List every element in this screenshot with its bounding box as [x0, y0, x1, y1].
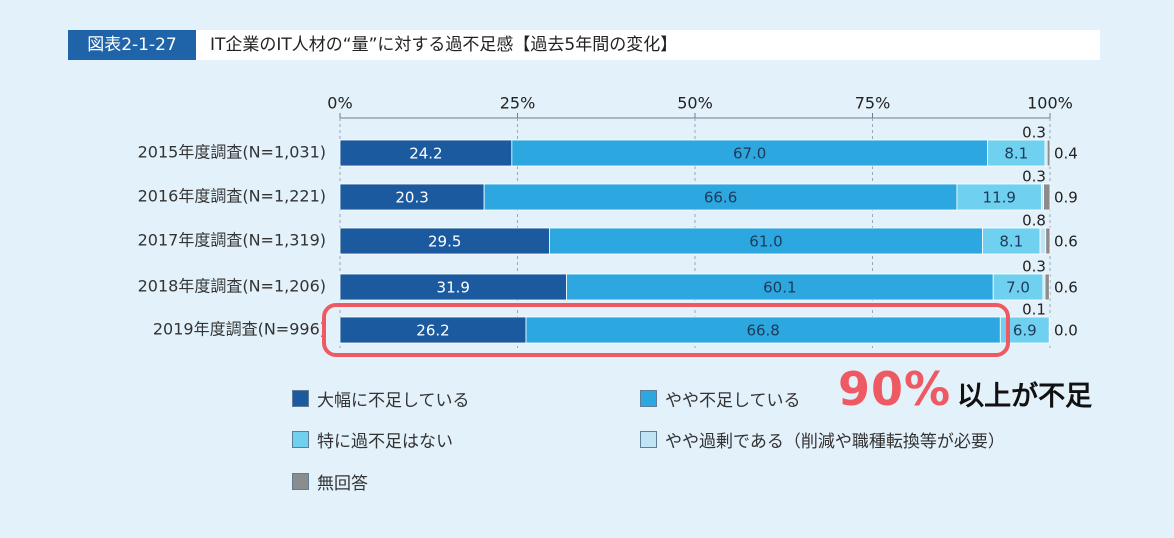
legend-swatch — [292, 430, 309, 448]
callout-annotation: 90% 以上が不足 — [838, 362, 1092, 422]
figure-number: 図表2-1-27 — [68, 30, 196, 60]
bar-segment — [339, 139, 513, 167]
bar-segment — [1046, 139, 1051, 167]
legend-label: 特に過不足はない — [317, 431, 453, 452]
bar-segment — [339, 273, 567, 301]
legend-swatch — [640, 430, 657, 448]
x-tick-label: 50% — [677, 94, 713, 113]
data-label: 20.3 — [395, 189, 428, 207]
bar-segment — [483, 183, 958, 211]
data-label: 0.9 — [1054, 189, 1078, 207]
legend-label: やや過剰である（削減や職種転換等が必要） — [665, 431, 1005, 452]
category-label: 2017年度調査(N=1,319) — [138, 231, 326, 250]
data-label: 31.9 — [437, 279, 470, 297]
data-label: 61.0 — [749, 233, 782, 251]
data-label: 0.4 — [1054, 145, 1078, 163]
data-label: 8.1 — [1004, 145, 1028, 163]
category-label: 2019年度調査(N=996) — [153, 320, 326, 339]
x-tick-label: 100% — [1027, 94, 1073, 113]
bar-segment — [1039, 227, 1047, 255]
legend-item-surplus: やや過剰である（削減や職種転換等が必要） — [640, 428, 1005, 452]
data-label: 24.2 — [409, 145, 442, 163]
bar-segment — [511, 139, 988, 167]
data-label: 0.6 — [1054, 233, 1078, 251]
category-label: 2018年度調査(N=1,206) — [138, 277, 326, 296]
x-tick-label: 0% — [327, 94, 352, 113]
data-label: 8.1 — [999, 233, 1023, 251]
bar-segment — [339, 316, 527, 344]
bar-segment — [1043, 183, 1051, 211]
bar-segment — [956, 183, 1042, 211]
figure-title: IT企業のIT人材の“量”に対する過不足感【過去5年間の変化】 — [210, 35, 678, 55]
category-label: 2016年度調査(N=1,221) — [138, 187, 326, 206]
bar-segment — [1048, 316, 1051, 344]
data-label: 0.1 — [1022, 301, 1046, 319]
data-label: 6.9 — [1013, 322, 1037, 340]
data-label: 0.3 — [1022, 258, 1046, 276]
bar-segment — [339, 227, 550, 255]
data-label: 0.3 — [1022, 168, 1046, 186]
legend-item-some-shortage: やや不足している — [640, 387, 801, 411]
data-label: 0.3 — [1022, 124, 1046, 142]
data-label: 7.0 — [1006, 279, 1030, 297]
legend-swatch — [292, 389, 309, 407]
data-label: 29.5 — [428, 233, 461, 251]
bar-segment — [1045, 227, 1051, 255]
legend-swatch — [292, 472, 309, 490]
x-tick-label: 75% — [855, 94, 891, 113]
legend-label: やや不足している — [665, 390, 801, 411]
bar-segment — [992, 273, 1044, 301]
legend-item-severe-shortage: 大幅に不足している — [292, 387, 470, 411]
data-label: 11.9 — [983, 189, 1016, 207]
legend-item-no-issue: 特に過不足はない — [292, 428, 453, 452]
data-label: 26.2 — [416, 322, 449, 340]
bar-segment — [987, 139, 1046, 167]
data-label: 0.6 — [1054, 279, 1078, 297]
legend-item-no-answer: 無回答 — [292, 470, 368, 494]
figure-title-bar: 図表2-1-27 IT企業のIT人材の“量”に対する過不足感【過去5年間の変化】 — [68, 30, 1100, 60]
legend-label: 無回答 — [317, 473, 368, 494]
bar-segment — [549, 227, 983, 255]
data-label: 66.6 — [704, 189, 737, 207]
legend-swatch — [640, 389, 657, 407]
data-label: 67.0 — [733, 145, 766, 163]
data-label: 60.1 — [763, 279, 796, 297]
callout-text: 以上が不足 — [957, 381, 1093, 412]
highlight-box — [322, 303, 1010, 357]
x-tick-label: 25% — [500, 94, 536, 113]
data-label: 0.0 — [1054, 322, 1078, 340]
data-label: 66.8 — [746, 322, 779, 340]
bar-segment — [1044, 273, 1050, 301]
legend-label: 大幅に不足している — [317, 390, 470, 411]
bar-segment — [339, 183, 485, 211]
data-label: 0.8 — [1022, 212, 1046, 230]
callout-percentage: 90% — [838, 362, 952, 416]
category-label: 2015年度調査(N=1,031) — [138, 143, 326, 162]
bar-segment — [566, 273, 994, 301]
